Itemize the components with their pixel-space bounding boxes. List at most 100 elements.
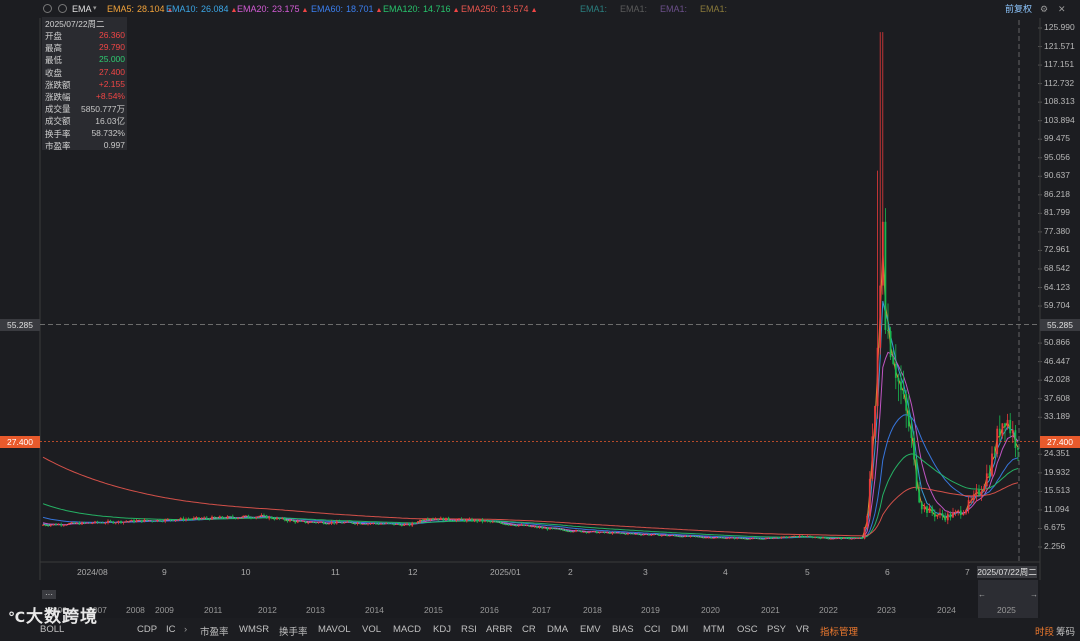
candle-body <box>273 518 276 520</box>
tab-13[interactable]: DMA <box>547 624 569 635</box>
price-tick-label: 50.866 <box>1044 337 1070 348</box>
candle-body <box>988 473 991 476</box>
close-icon[interactable]: ✕ <box>1058 4 1066 14</box>
up-arrow-icon: ▲ <box>452 7 460 14</box>
tab-16[interactable]: CCI <box>644 624 661 635</box>
tab-6[interactable]: MAVOL <box>318 624 351 635</box>
indicator-name[interactable]: EMA <box>72 4 92 14</box>
tab-9[interactable]: KDJ <box>433 624 451 635</box>
candle-body <box>369 523 372 525</box>
tab-15[interactable]: BIAS <box>612 624 634 635</box>
tab-19[interactable]: OSC <box>737 624 758 635</box>
candle-body <box>564 530 567 532</box>
candle-body <box>614 532 616 534</box>
tab-right-0[interactable]: 时段 <box>1035 627 1055 638</box>
info-value: 25.000 <box>99 54 125 65</box>
tab-10[interactable]: RSI <box>461 624 477 635</box>
candle-body <box>60 524 63 526</box>
candle-body <box>434 518 437 520</box>
candle-body <box>868 478 871 516</box>
candle-body <box>450 520 453 522</box>
candle-body <box>788 537 791 538</box>
ohlc-info-panel: 2025/07/22周二 开盘 26.360 最高 29.790 最低 25.000 收盘 2… <box>42 17 127 151</box>
legend-item-ema1-2[interactable]: EMA1: <box>620 4 648 14</box>
legend-item-ema1-3[interactable]: EMA1: <box>660 4 688 14</box>
candle-body <box>993 453 996 455</box>
close-icon[interactable] <box>58 4 67 13</box>
candle-body <box>720 537 723 539</box>
candle-body <box>780 536 783 539</box>
candle-body <box>432 519 434 520</box>
time-axis-label: 2025/01 <box>490 567 521 577</box>
candle-body <box>424 519 427 521</box>
info-label: 收盘 <box>45 67 63 78</box>
candle-body <box>816 537 819 539</box>
time-axis-label: 4 <box>723 567 728 577</box>
candle-body <box>861 538 863 539</box>
candle-body <box>104 522 107 524</box>
candle-body <box>458 518 460 520</box>
candle-body <box>952 512 954 518</box>
price-tick-label: 81.799 <box>1044 207 1070 218</box>
candle-body <box>114 522 117 524</box>
more-button[interactable]: ··· <box>42 590 56 599</box>
tab-11[interactable]: ARBR <box>486 624 513 635</box>
candle-body <box>949 513 952 518</box>
legend-item-ema120[interactable]: EMA120: 14.716 ▲ <box>383 4 460 14</box>
range-right-arrow-icon[interactable]: → <box>1030 590 1038 599</box>
tab-7[interactable]: VOL <box>362 624 382 635</box>
tab-4[interactable]: WMSR <box>239 624 270 635</box>
candle-body <box>250 517 252 519</box>
candle-body <box>179 518 182 520</box>
candle-body <box>759 538 762 540</box>
tab-5[interactable]: 换手率 <box>279 627 308 638</box>
range-selection-window[interactable] <box>978 580 1038 618</box>
range-year-label: 2023 <box>877 605 896 615</box>
tab-3[interactable]: 市盈率 <box>200 627 229 638</box>
candle-body <box>681 536 684 538</box>
info-label: 涨跌幅 <box>45 92 71 102</box>
adjust-mode-button[interactable]: 前复权 <box>1005 4 1033 14</box>
candle-body <box>751 538 754 539</box>
candle-body <box>403 524 406 526</box>
legend-item-ema1-1[interactable]: EMA1: <box>580 4 608 14</box>
candle-body <box>601 531 603 533</box>
tab-0[interactable]: BOLL <box>40 624 65 635</box>
info-label: 换手率 <box>45 128 71 139</box>
legend-item-ema5[interactable]: EMA5: 28.104 ▲ <box>107 4 174 14</box>
tab-20[interactable]: PSY <box>767 624 787 635</box>
candle-body <box>463 519 466 522</box>
legend-item-ema20[interactable]: EMA20: 23.175 ▲ <box>237 4 309 14</box>
candle-body <box>827 538 830 539</box>
legend-item-ema250[interactable]: EMA250: 13.574 ▲ <box>461 4 538 14</box>
range-year-label: 2008 <box>126 605 145 615</box>
chevron-down-icon[interactable]: ▾ <box>93 5 97 12</box>
tab-1[interactable]: CDP <box>137 624 158 635</box>
candle-body <box>229 516 232 518</box>
tab-17[interactable]: DMI <box>671 624 689 635</box>
legend-item-ema60[interactable]: EMA60: 18.701 ▲ <box>311 4 383 14</box>
info-label: 最低 <box>45 55 63 66</box>
tab-right-1[interactable]: 筹码 <box>1056 627 1076 638</box>
tab-22[interactable]: 指标管理 <box>820 627 859 638</box>
gear-icon[interactable]: ⚙ <box>1040 4 1049 14</box>
candle-body <box>653 534 655 535</box>
candle-body <box>679 536 681 538</box>
tab-2[interactable]: IC <box>166 624 176 635</box>
range-year-label: 2015 <box>424 605 443 615</box>
candle-body <box>923 506 926 510</box>
range-navigator[interactable] <box>40 580 1040 618</box>
tab-12[interactable]: CR <box>522 624 536 635</box>
legend-item-ema10[interactable]: EMA10: 26.084 ▲ <box>166 4 238 14</box>
range-left-arrow-icon[interactable]: ← <box>978 590 986 599</box>
tab-18[interactable]: MTM <box>703 624 725 635</box>
legend-item-ema1-4[interactable]: EMA1: <box>700 4 728 14</box>
tab-14[interactable]: EMV <box>580 624 601 635</box>
candle-body <box>216 517 219 519</box>
candle-body <box>699 536 702 538</box>
settings-icon[interactable] <box>43 4 52 13</box>
tab-8[interactable]: MACD <box>393 624 421 635</box>
tab-21[interactable]: VR <box>796 624 810 635</box>
chevron-right-icon[interactable]: › <box>184 624 188 635</box>
